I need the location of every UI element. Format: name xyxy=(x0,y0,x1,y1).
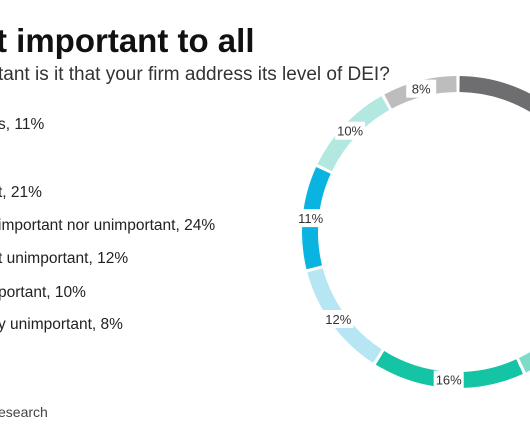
slice-label-background xyxy=(433,370,464,389)
slice-label-background xyxy=(335,121,366,140)
slice-label: 16% xyxy=(436,373,462,388)
legend-item: s, 11% xyxy=(0,116,45,133)
slice-label-background xyxy=(406,79,437,98)
legend: s, 11% t, 21% important nor unimportant,… xyxy=(0,0,250,442)
chart-title: t important to all xyxy=(0,22,255,59)
slice-label: 12% xyxy=(325,312,351,327)
donut-labels: 8% 10% 11% 12% 16% xyxy=(295,79,464,389)
slice-label: 8% xyxy=(412,82,431,97)
source-note: esearch xyxy=(0,404,48,420)
legend-item: t, 21% xyxy=(0,184,42,201)
legend-item: portant, 10% xyxy=(0,284,86,301)
donut-segment-dark xyxy=(459,76,530,113)
slice-label-background xyxy=(295,209,326,228)
slice-label: 10% xyxy=(337,124,363,139)
legend-item: t unimportant, 12% xyxy=(0,250,129,267)
chart-subtitle: tant is it that your firm address its le… xyxy=(0,64,390,85)
legend-item: important nor unimportant, 24% xyxy=(0,217,216,234)
slice-label-background xyxy=(323,309,354,328)
donut-segment-aqua xyxy=(518,351,530,373)
slice-label: 11% xyxy=(298,211,323,226)
legend-item: y unimportant, 8% xyxy=(0,316,123,333)
